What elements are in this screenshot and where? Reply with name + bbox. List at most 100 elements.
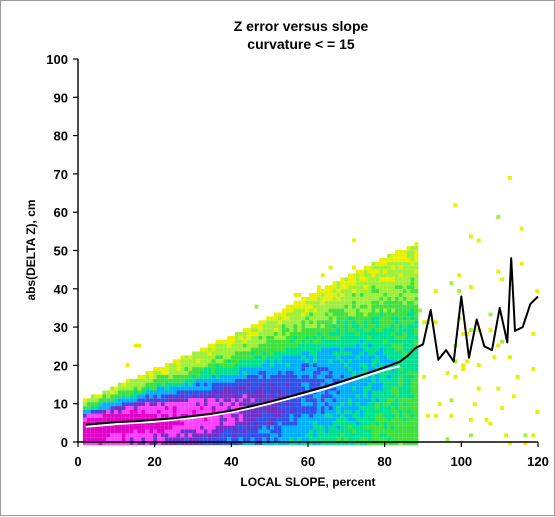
density-cell <box>402 250 407 254</box>
density-cell <box>383 281 388 286</box>
density-cell <box>391 289 395 293</box>
density-cell <box>129 382 134 387</box>
density-cell <box>410 390 415 395</box>
density-cell <box>149 390 154 395</box>
density-cell <box>246 332 251 336</box>
density-cell <box>188 386 193 391</box>
density-cell <box>508 441 512 446</box>
density-cell <box>320 398 325 403</box>
density-cell <box>324 304 329 309</box>
density-cell <box>285 312 290 317</box>
density-cell <box>164 429 169 434</box>
density-cell <box>414 293 419 297</box>
density-cell <box>313 406 317 410</box>
density-cell <box>371 343 376 348</box>
density-cell <box>184 374 189 379</box>
density-cell <box>394 343 399 348</box>
x-axis-ticks: 0 20 40 60 80 100 120 <box>74 442 549 469</box>
density-cell <box>266 335 271 340</box>
density-cell <box>363 300 368 305</box>
density-cell <box>410 417 415 422</box>
density-cell <box>211 386 216 391</box>
density-cell <box>309 394 313 399</box>
density-cell <box>262 441 267 446</box>
density-cell <box>394 316 399 321</box>
density-cell <box>371 433 376 438</box>
density-cell <box>82 406 87 410</box>
density-cell <box>231 367 235 371</box>
density-cell <box>223 402 228 407</box>
density-cell <box>274 328 278 332</box>
density-cell <box>504 433 508 438</box>
density-cell <box>180 413 185 418</box>
density-cell <box>188 363 193 368</box>
density-cell <box>379 394 384 399</box>
density-cell <box>324 413 329 418</box>
density-cell <box>137 433 142 438</box>
density-cell <box>355 308 360 313</box>
density-cell <box>375 293 380 297</box>
density-cell <box>402 339 407 344</box>
density-cell <box>246 347 251 352</box>
density-cell <box>235 417 239 422</box>
density-cell <box>301 328 306 332</box>
density-cell <box>320 363 325 368</box>
density-cell <box>394 308 399 313</box>
density-cell <box>371 335 376 340</box>
density-cell <box>305 339 310 344</box>
density-cell <box>371 324 376 329</box>
density-cell <box>410 441 415 446</box>
density-cell <box>352 386 356 391</box>
density-cell <box>270 316 274 321</box>
density-cell <box>164 406 169 410</box>
density-cell <box>289 316 294 321</box>
density-cell <box>231 417 235 422</box>
density-cell <box>125 406 130 410</box>
density-cell <box>231 371 235 375</box>
density-cell <box>414 300 419 305</box>
density-cell <box>301 433 306 438</box>
density-cell <box>324 335 329 340</box>
density-cell <box>328 339 333 344</box>
density-cell <box>316 406 321 410</box>
density-cell <box>274 359 278 364</box>
density-cell <box>223 355 228 360</box>
density-cell <box>262 343 267 348</box>
density-cell <box>387 300 391 305</box>
density-cell <box>394 250 399 254</box>
density-cell <box>90 394 95 399</box>
density-cell <box>262 335 267 340</box>
density-cell <box>207 437 212 442</box>
density-cell <box>235 406 239 410</box>
density-cell <box>301 410 306 414</box>
density-cell <box>106 437 111 442</box>
density-cell <box>406 437 411 442</box>
density-cell <box>414 382 419 387</box>
density-cell <box>414 254 419 258</box>
density-cell <box>375 355 380 360</box>
density-cell <box>164 386 169 391</box>
density-cell <box>406 359 411 364</box>
density-cell <box>106 425 111 430</box>
density-cell <box>320 273 325 278</box>
density-cell <box>367 285 372 290</box>
density-cell <box>145 390 150 395</box>
density-cell <box>102 433 107 438</box>
density-cell <box>426 413 430 418</box>
density-cell <box>231 429 235 434</box>
density-cell <box>250 441 255 446</box>
density-cell <box>379 343 384 348</box>
density-cell <box>336 367 341 371</box>
density-cell <box>192 433 196 438</box>
density-cell <box>192 378 196 383</box>
density-cell <box>110 410 115 414</box>
density-cell <box>414 269 419 274</box>
density-cell <box>305 413 310 418</box>
y-tick-label: 60 <box>54 205 68 220</box>
density-cell <box>320 312 325 317</box>
density-cell <box>153 378 157 383</box>
density-cell <box>137 402 142 407</box>
density-cell <box>344 300 349 305</box>
density-cell <box>114 413 118 418</box>
